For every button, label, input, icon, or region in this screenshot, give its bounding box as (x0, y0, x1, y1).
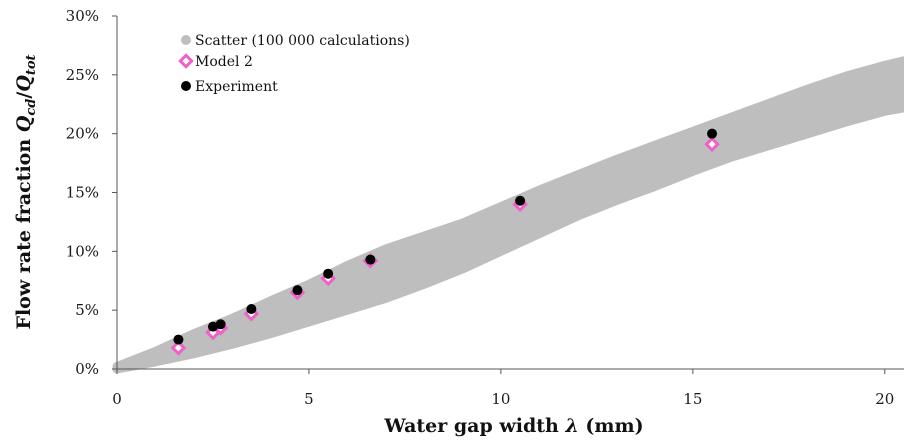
legend-label-experiment: Experiment (195, 79, 278, 95)
experiment-point (365, 254, 376, 265)
y-tick-label: 5% (75, 301, 99, 319)
model-2-point (170, 340, 187, 356)
x-tick-label: 20 (875, 390, 894, 408)
legend-swatch-scatter (181, 35, 191, 45)
x-tick-label: 10 (491, 390, 510, 408)
experiment-point (215, 319, 226, 330)
scatter-band-layer (112, 56, 904, 374)
experiment-point (292, 285, 303, 296)
y-axis-title: Flow rate fraction Qcd/Qtot (13, 54, 39, 329)
experiment-point (323, 268, 334, 279)
legend: Scatter (100 000 calculations) Model 2 E… (178, 33, 410, 95)
y-tick-label: 25% (66, 66, 99, 84)
y-tick-label: 0% (75, 360, 99, 378)
x-axis-title: Water gap width λ (mm) (383, 415, 643, 437)
legend-label-scatter: Scatter (100 000 calculations) (195, 33, 410, 49)
y-tick-label: 20% (66, 125, 99, 143)
y-tick-labels: 0% 5% 10% 15% 20% 25% 30% (66, 7, 117, 378)
experiment-point (707, 128, 718, 139)
x-tick-label: 5 (304, 390, 314, 408)
y-tick-label: 15% (66, 184, 99, 202)
experiment-point (173, 334, 184, 345)
y-tick-label: 10% (66, 242, 99, 260)
x-tick-label: 0 (112, 390, 122, 408)
model-2-point (704, 136, 720, 153)
experiment-points (173, 128, 718, 345)
experiment-point (246, 303, 257, 314)
y-tick-label: 30% (66, 7, 99, 25)
legend-label-model-2: Model 2 (195, 54, 253, 70)
legend-swatch-experiment (181, 81, 191, 91)
experiment-point (207, 321, 218, 332)
x-tick-label: 15 (683, 390, 702, 408)
scatter-band (112, 56, 904, 374)
legend-swatch-model-2 (178, 53, 194, 69)
x-tick-labels: 0 5 10 15 20 (112, 369, 894, 408)
experiment-point (515, 195, 526, 206)
